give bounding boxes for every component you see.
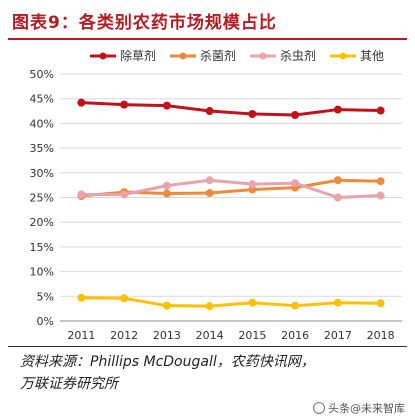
source-divider [8, 346, 407, 347]
x-tick-label: 2015 [238, 329, 266, 342]
data-point [291, 179, 300, 188]
y-tick-label: 40% [30, 117, 54, 130]
watermark-text: 头条@未来智库 [328, 402, 405, 415]
x-tick-label: 2014 [196, 329, 224, 342]
y-tick-label: 30% [30, 167, 54, 180]
legend-label: 杀菌剂 [200, 48, 236, 63]
y-tick-label: 25% [30, 192, 54, 205]
data-point [291, 111, 300, 120]
y-tick-label: 35% [30, 142, 54, 155]
source-line-1: 资料来源：Phillips McDougall，农药快讯网， [20, 354, 315, 370]
legend-label: 杀虫剂 [280, 48, 316, 63]
data-point [248, 180, 257, 189]
x-tick-label: 2016 [281, 329, 309, 342]
y-tick-label: 0% [37, 315, 54, 328]
y-tick-label: 45% [30, 93, 54, 106]
title-divider [8, 38, 407, 40]
x-tick-label: 2018 [367, 329, 395, 342]
legend-swatch-marker [259, 52, 267, 60]
y-tick-label: 50% [30, 68, 54, 81]
data-point [376, 191, 385, 200]
data-point [376, 299, 385, 308]
data-point [291, 301, 300, 310]
y-tick-label: 15% [30, 241, 54, 254]
y-tick-label: 10% [30, 266, 54, 279]
legend-label: 其他 [360, 49, 384, 63]
data-point [162, 101, 171, 110]
data-point [120, 100, 129, 109]
y-tick-label: 20% [30, 216, 54, 229]
data-point [333, 105, 342, 114]
data-point [162, 181, 171, 190]
watermark: 头条@未来智库 [313, 400, 405, 416]
x-tick-label: 2013 [153, 329, 181, 342]
series-line [79, 101, 383, 117]
data-point [376, 106, 385, 115]
data-point [205, 176, 214, 185]
y-tick-label: 5% [37, 290, 54, 303]
data-point [162, 301, 171, 310]
data-point [205, 107, 214, 116]
data-point [333, 298, 342, 307]
data-point [162, 189, 171, 198]
data-point [205, 189, 214, 198]
x-tick-label: 2011 [67, 329, 95, 342]
source-note: 资料来源：Phillips McDougall，农药快讯网， 万联证券研究所 [20, 351, 400, 395]
legend-label: 除草剂 [120, 48, 156, 63]
legend-swatch-marker [99, 52, 107, 60]
data-point [205, 302, 214, 311]
data-point [248, 110, 257, 119]
data-point [77, 190, 86, 199]
legend-swatch-marker [339, 52, 347, 60]
line-chart: 0% 5% 10% 15% 20% 25% 30% 35% 40% 45% 50% 2011 2012 2… [30, 48, 402, 342]
legend-swatch-marker [179, 52, 187, 60]
series-line [79, 178, 383, 199]
data-point [333, 176, 342, 185]
data-point [376, 177, 385, 186]
source-line-2: 万联证券研究所 [20, 376, 118, 392]
data-point [77, 293, 86, 302]
x-tick-label: 2017 [324, 329, 352, 342]
data-point [77, 98, 86, 107]
data-point [120, 190, 129, 199]
data-point [248, 298, 257, 307]
data-point [120, 294, 129, 303]
page-title: 图表9：各类别农药市场规模占比 [12, 13, 277, 33]
data-point [333, 193, 342, 202]
x-tick-label: 2012 [110, 329, 138, 342]
series-line [79, 296, 383, 308]
watermark-logo-icon [313, 402, 325, 414]
